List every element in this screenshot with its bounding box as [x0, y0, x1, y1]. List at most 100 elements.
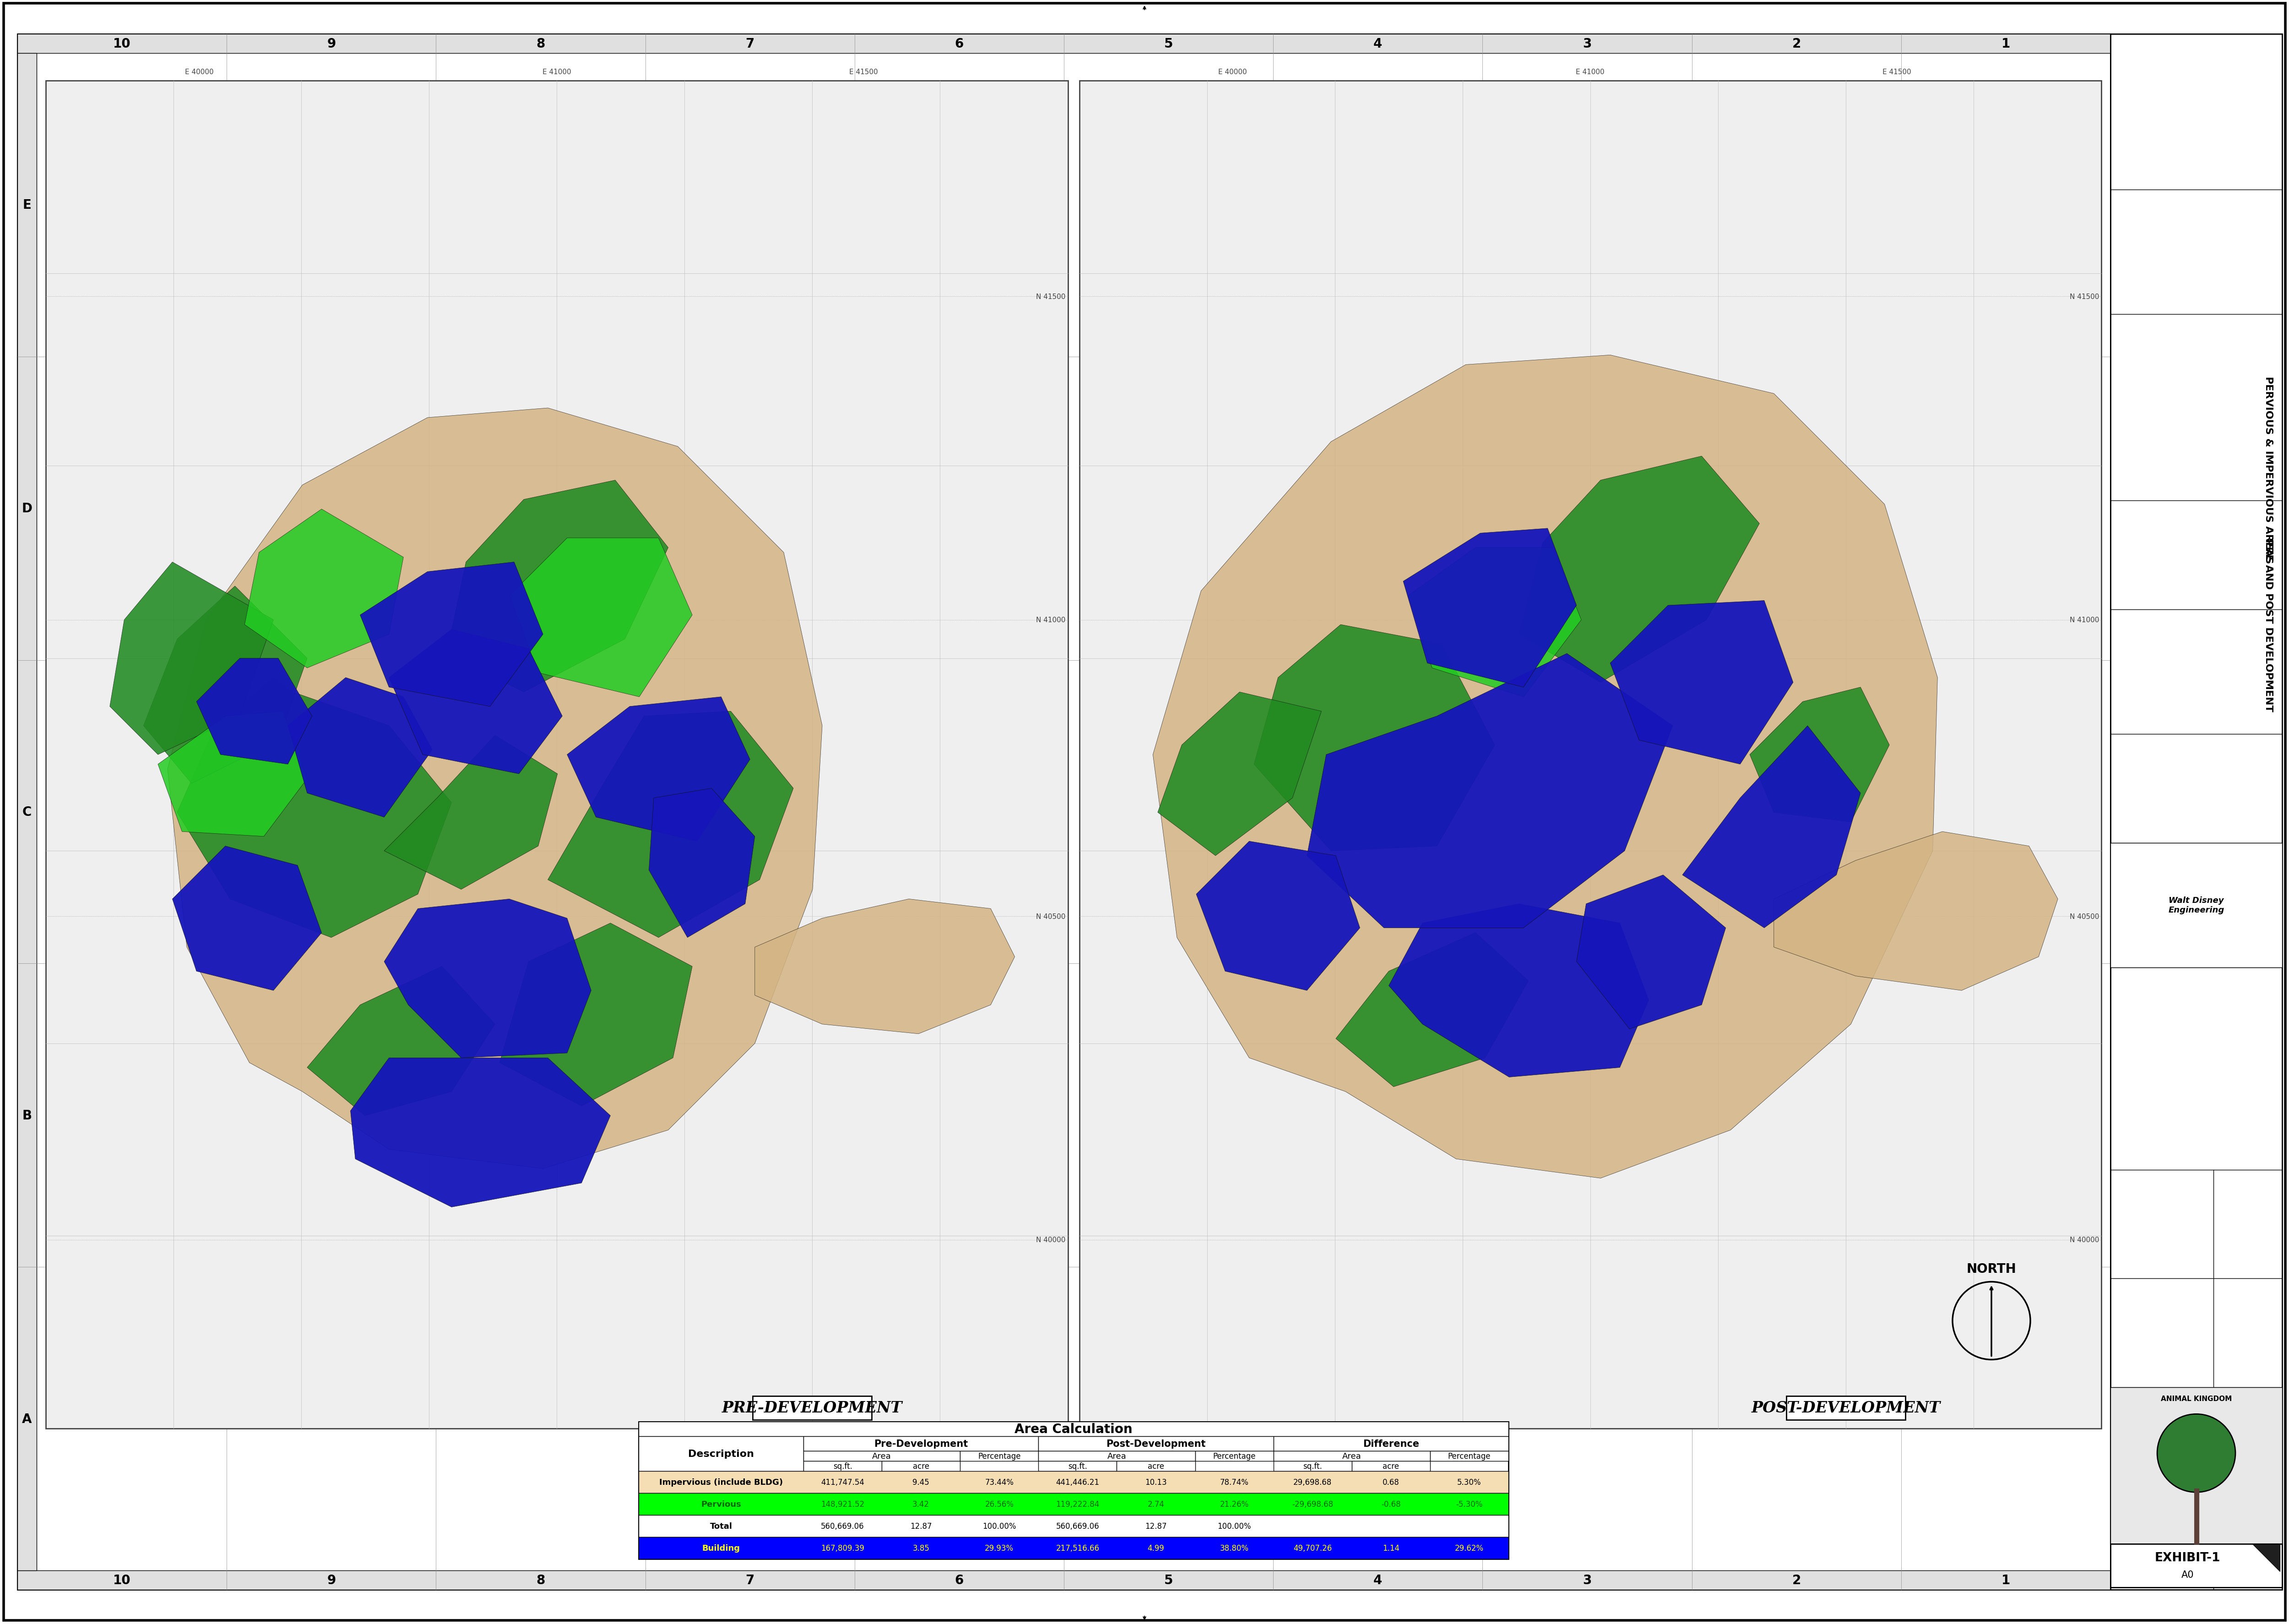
Text: 0.68: 0.68	[1383, 1478, 1399, 1486]
Text: 21.26%: 21.26%	[1220, 1501, 1250, 1509]
Text: 3: 3	[1582, 37, 1591, 50]
Text: 7: 7	[746, 1574, 755, 1587]
Bar	[639, 1515, 1508, 1536]
Polygon shape	[1609, 601, 1792, 765]
Text: POST-DEVELOPMENT: POST-DEVELOPMENT	[1751, 1400, 1941, 1416]
Bar	[18, 1570, 2110, 1590]
Text: acre: acre	[913, 1462, 929, 1470]
Text: 49,707.26: 49,707.26	[1293, 1544, 1332, 1553]
Bar	[803, 1462, 881, 1471]
Text: Percentage: Percentage	[1213, 1452, 1257, 1460]
Text: 560,669.06: 560,669.06	[822, 1522, 865, 1530]
Text: ANIMAL KINGDOM: ANIMAL KINGDOM	[2161, 1395, 2232, 1402]
Bar	[1353, 1462, 1431, 1471]
Text: 10: 10	[112, 37, 130, 50]
Polygon shape	[755, 900, 1014, 1034]
Text: 2.74: 2.74	[1147, 1501, 1165, 1509]
Circle shape	[2156, 1415, 2236, 1492]
Text: 148,921.52: 148,921.52	[822, 1501, 865, 1509]
Polygon shape	[144, 586, 307, 784]
Text: 38.80%: 38.80%	[1220, 1544, 1250, 1553]
Text: 12.87: 12.87	[1144, 1522, 1167, 1530]
Polygon shape	[245, 510, 403, 667]
Text: Impervious (include BLDG): Impervious (include BLDG)	[659, 1478, 783, 1486]
Text: 4: 4	[1373, 1574, 1383, 1587]
Text: 7: 7	[746, 37, 755, 50]
Text: 167,809.39: 167,809.39	[822, 1544, 865, 1553]
Text: E 41500: E 41500	[1882, 68, 1911, 76]
Bar	[1039, 1450, 1195, 1462]
Text: 10: 10	[112, 1574, 130, 1587]
Text: -29,698.68: -29,698.68	[1291, 1501, 1332, 1509]
Bar	[1273, 1436, 1508, 1450]
Text: 2: 2	[1792, 1574, 1801, 1587]
Text: 411,747.54: 411,747.54	[822, 1478, 865, 1486]
Polygon shape	[288, 677, 433, 817]
Polygon shape	[350, 1057, 611, 1207]
Text: E 41000: E 41000	[1575, 68, 1605, 76]
Polygon shape	[547, 711, 794, 937]
Text: N 41000: N 41000	[1037, 617, 1067, 624]
Text: 73.44%: 73.44%	[984, 1478, 1014, 1486]
Text: N 41500: N 41500	[1037, 294, 1067, 300]
Bar	[803, 1436, 1039, 1450]
Text: 6: 6	[955, 37, 964, 50]
Text: 5: 5	[1165, 37, 1172, 50]
Text: 29,698.68: 29,698.68	[1293, 1478, 1332, 1486]
Bar	[1117, 1462, 1195, 1471]
Bar	[1080, 81, 2101, 1429]
Polygon shape	[197, 659, 311, 765]
Text: acre: acre	[1383, 1462, 1399, 1470]
Text: Pervious: Pervious	[700, 1501, 742, 1509]
Text: 1: 1	[2001, 1574, 2010, 1587]
Text: 26.56%: 26.56%	[984, 1501, 1014, 1509]
Text: Total: Total	[710, 1522, 732, 1530]
Text: 9.45: 9.45	[913, 1478, 929, 1486]
Text: 1.14: 1.14	[1383, 1544, 1399, 1553]
Bar	[881, 1462, 959, 1471]
Text: 3.42: 3.42	[913, 1501, 929, 1509]
Text: 3: 3	[1582, 1574, 1591, 1587]
Bar	[1273, 1462, 1353, 1471]
Text: 2: 2	[1792, 37, 1801, 50]
Text: Area: Area	[872, 1452, 890, 1460]
Polygon shape	[389, 630, 563, 775]
Bar	[1195, 1450, 1273, 1462]
Bar	[1273, 1450, 1431, 1462]
Bar	[2110, 1544, 2282, 1587]
Text: 441,446.21: 441,446.21	[1055, 1478, 1099, 1486]
Polygon shape	[648, 789, 755, 937]
Text: D: D	[23, 502, 32, 515]
Text: -0.68: -0.68	[1380, 1501, 1401, 1509]
Text: 1: 1	[2001, 37, 2010, 50]
Bar	[1431, 1450, 1508, 1462]
Text: 10.13: 10.13	[1144, 1478, 1167, 1486]
Text: PRE-DEVELOPMENT: PRE-DEVELOPMENT	[721, 1400, 902, 1416]
Polygon shape	[385, 736, 559, 890]
Polygon shape	[1254, 625, 1495, 851]
Polygon shape	[510, 538, 691, 697]
Text: Pre-Development: Pre-Development	[874, 1439, 968, 1449]
Text: 5: 5	[1165, 1574, 1172, 1587]
Text: Area: Area	[1108, 1452, 1126, 1460]
Text: PRE AND POST DEVELOPMENT: PRE AND POST DEVELOPMENT	[2264, 539, 2273, 711]
Text: 6: 6	[955, 1574, 964, 1587]
Polygon shape	[359, 562, 542, 706]
Text: 4.99: 4.99	[1147, 1544, 1165, 1553]
Text: C: C	[23, 806, 32, 818]
Polygon shape	[1337, 932, 1529, 1086]
Text: 9: 9	[327, 1574, 336, 1587]
Text: A0: A0	[2181, 1570, 2193, 1579]
Text: N 40500: N 40500	[2069, 913, 2099, 919]
Bar	[18, 34, 2110, 54]
Bar	[1785, 1397, 1904, 1419]
Text: N 41000: N 41000	[2069, 617, 2099, 624]
Text: E: E	[23, 198, 32, 211]
Text: sq.ft.: sq.ft.	[1302, 1462, 1323, 1470]
Text: 3.85: 3.85	[913, 1544, 929, 1553]
Text: A: A	[23, 1413, 32, 1426]
Polygon shape	[2252, 1544, 2280, 1572]
Bar	[639, 1436, 803, 1471]
Polygon shape	[158, 711, 307, 836]
Polygon shape	[1307, 654, 1673, 927]
